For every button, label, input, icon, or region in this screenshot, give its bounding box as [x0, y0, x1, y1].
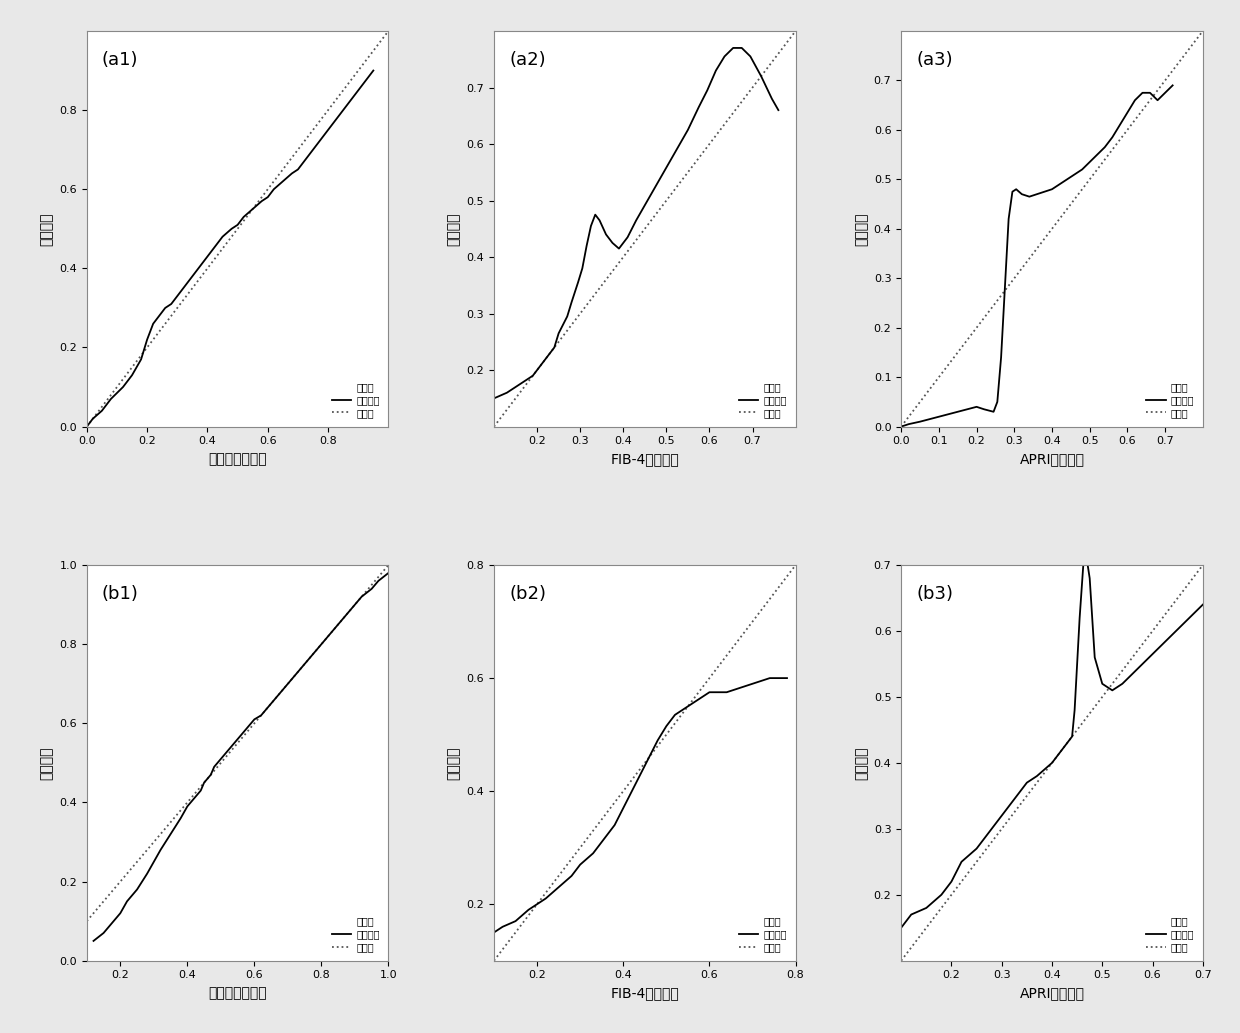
Y-axis label: 实际概率: 实际概率 — [854, 212, 868, 246]
X-axis label: 列线图预测概率: 列线图预测概率 — [208, 451, 267, 466]
Legend: 实测奖, 校正偏差, 理想奖: 实测奖, 校正偏差, 理想奖 — [327, 378, 383, 421]
Legend: 实测奖, 校正偏差, 理想奖: 实测奖, 校正偏差, 理想奖 — [1142, 912, 1198, 956]
Text: (a1): (a1) — [102, 51, 139, 69]
Legend: 实测奖, 校正偏差, 理想奖: 实测奖, 校正偏差, 理想奖 — [735, 378, 791, 421]
Text: (a3): (a3) — [916, 51, 952, 69]
X-axis label: FIB-4预测概率: FIB-4预测概率 — [610, 985, 680, 1000]
Legend: 实测奖, 校正偏差, 理想奖: 实测奖, 校正偏差, 理想奖 — [1142, 378, 1198, 421]
Text: (b2): (b2) — [510, 585, 546, 603]
Text: (b1): (b1) — [102, 585, 139, 603]
Legend: 实测奖, 校正偏差, 理想奖: 实测奖, 校正偏差, 理想奖 — [735, 912, 791, 956]
Y-axis label: 实际概率: 实际概率 — [854, 746, 868, 780]
X-axis label: FIB-4预测概率: FIB-4预测概率 — [610, 451, 680, 466]
X-axis label: APRI预测概率: APRI预测概率 — [1019, 985, 1085, 1000]
X-axis label: APRI预测概率: APRI预测概率 — [1019, 451, 1085, 466]
Y-axis label: 实际概率: 实际概率 — [446, 746, 461, 780]
Text: (a2): (a2) — [510, 51, 546, 69]
Y-axis label: 实际概率: 实际概率 — [40, 212, 53, 246]
Text: (b3): (b3) — [916, 585, 954, 603]
Y-axis label: 实际概率: 实际概率 — [446, 212, 461, 246]
Y-axis label: 实际概率: 实际概率 — [40, 746, 53, 780]
X-axis label: 列线图预测概率: 列线图预测概率 — [208, 985, 267, 1000]
Legend: 实测奖, 校正偏差, 理想奖: 实测奖, 校正偏差, 理想奖 — [327, 912, 383, 956]
